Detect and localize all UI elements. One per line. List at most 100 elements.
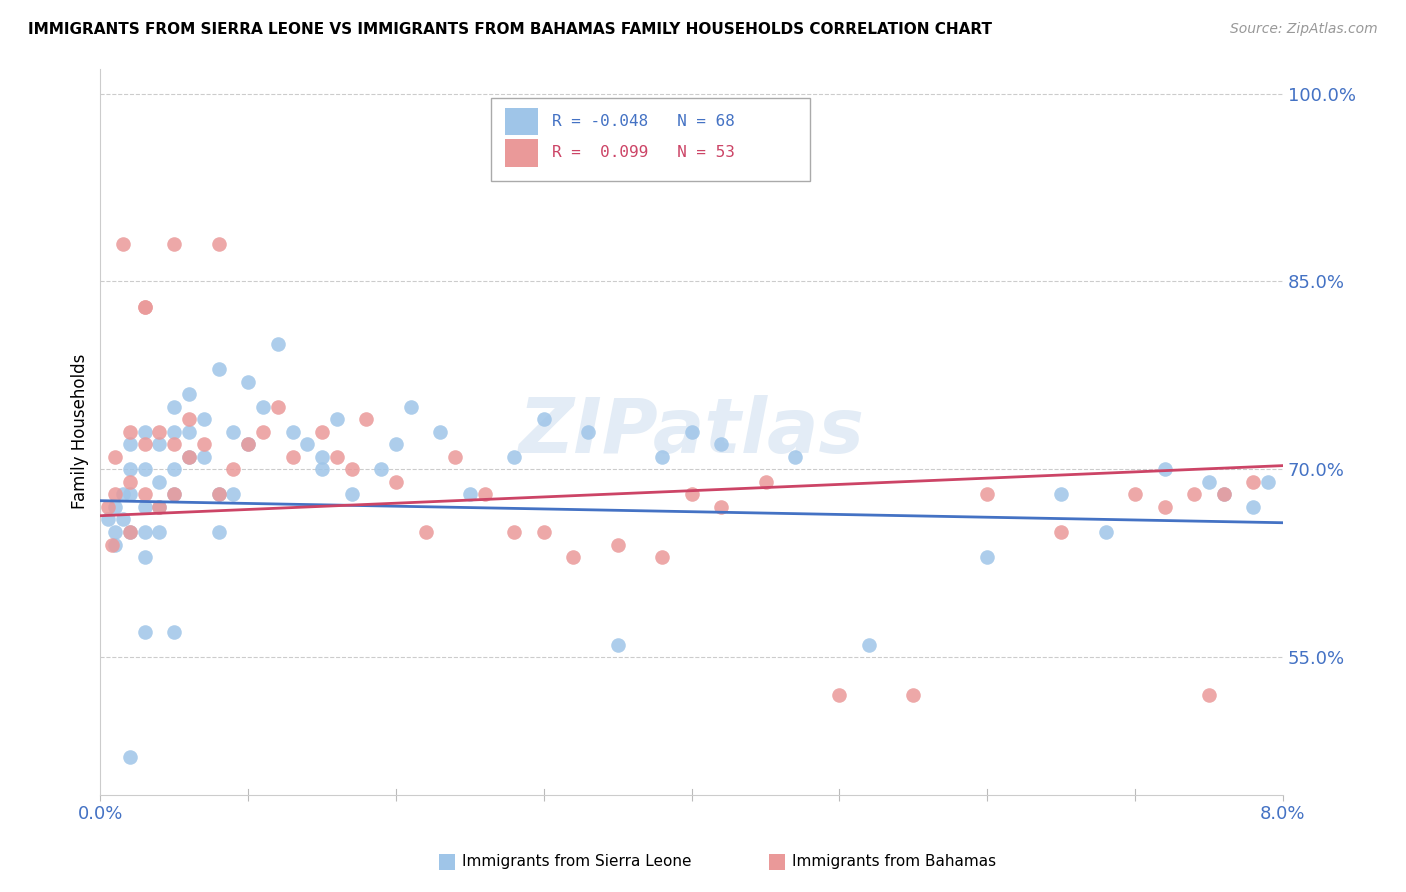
Point [1123,487,1146,501]
Point [118,462,141,476]
Point [1153,462,1175,476]
Point [97,500,120,514]
Point [222,462,245,476]
Point [1198,688,1220,702]
Point [177,450,200,464]
Point [111,487,134,501]
Point [104,487,127,501]
Point [118,425,141,439]
Point [118,487,141,501]
Point [134,425,156,439]
Point [148,500,170,514]
Point [207,362,229,376]
Point [148,524,170,539]
Point [193,450,215,464]
Point [252,425,274,439]
Point [1212,487,1234,501]
Point [177,425,200,439]
Point [148,437,170,451]
Point [104,500,127,514]
Point [533,412,555,426]
Point [681,487,703,501]
Point [177,450,200,464]
Point [281,450,304,464]
Point [163,425,186,439]
Point [429,425,451,439]
Point [163,236,186,251]
Point [1182,487,1205,501]
Point [134,524,156,539]
Point [134,487,156,501]
Point [104,537,127,551]
Point [903,688,925,702]
Point [238,437,260,451]
Text: Source: ZipAtlas.com: Source: ZipAtlas.com [1230,22,1378,37]
Text: Immigrants from Bahamas: Immigrants from Bahamas [792,855,997,869]
Point [177,387,200,401]
Point [207,236,229,251]
Bar [505,139,538,167]
Point [104,450,127,464]
Y-axis label: Family Households: Family Households [72,354,89,509]
Point [163,437,186,451]
Text: Immigrants from Sierra Leone: Immigrants from Sierra Leone [461,855,692,869]
Point [134,462,156,476]
Point [444,450,467,464]
Point [326,450,349,464]
Point [458,487,481,501]
Point [785,450,807,464]
Point [1241,500,1264,514]
Point [651,550,673,565]
Point [238,375,260,389]
Point [134,300,156,314]
Point [134,625,156,640]
Point [533,524,555,539]
Point [681,425,703,439]
Point [340,487,363,501]
Point [111,236,134,251]
Point [385,475,408,489]
Point [297,437,319,451]
Point [148,500,170,514]
Point [755,475,778,489]
Point [177,412,200,426]
Point [576,425,599,439]
Point [1153,500,1175,514]
Point [267,337,290,351]
Point [163,487,186,501]
Bar [439,854,454,870]
Point [311,450,333,464]
Point [606,638,628,652]
Point [1241,475,1264,489]
FancyBboxPatch shape [491,97,810,181]
Point [828,688,851,702]
Text: ZIPatlas: ZIPatlas [519,395,865,469]
Point [222,425,245,439]
Point [134,550,156,565]
Point [118,524,141,539]
Point [163,487,186,501]
Point [1212,487,1234,501]
Point [252,400,274,414]
Point [562,550,585,565]
Point [1198,475,1220,489]
Point [222,487,245,501]
Point [1094,524,1116,539]
Point [193,437,215,451]
Point [474,487,496,501]
Point [415,524,437,539]
Point [163,625,186,640]
Point [134,500,156,514]
Point [111,512,134,526]
Bar [769,854,785,870]
Bar [505,108,538,136]
Point [207,487,229,501]
Point [976,487,998,501]
Point [207,487,229,501]
Point [976,550,998,565]
Point [238,437,260,451]
Point [858,638,880,652]
Point [710,437,733,451]
Point [1257,475,1279,489]
Point [326,412,349,426]
